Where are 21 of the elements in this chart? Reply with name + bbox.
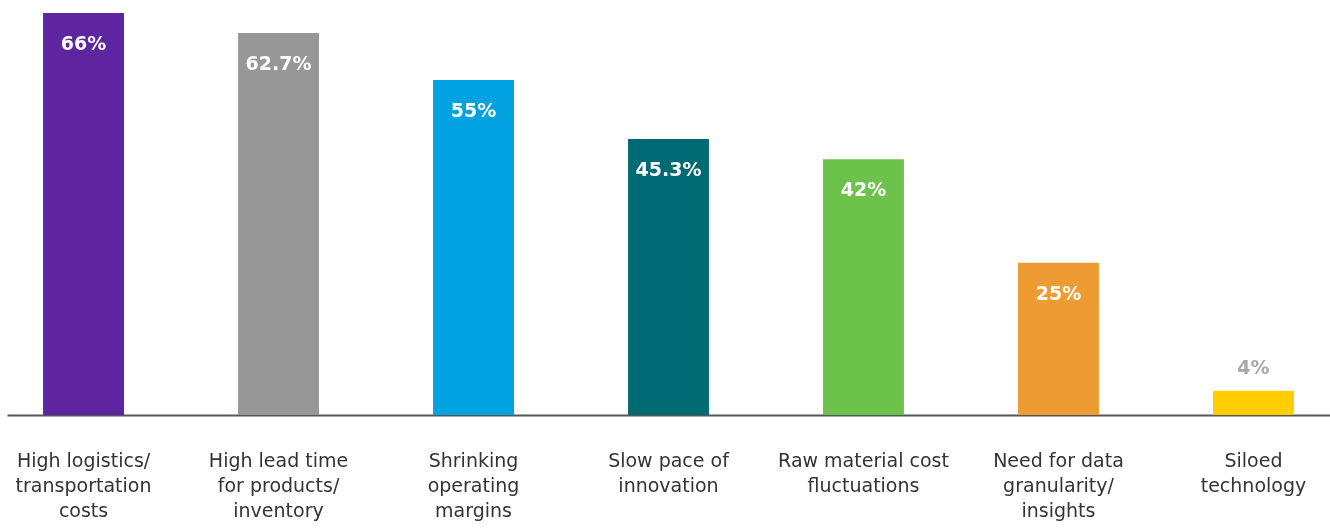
bar — [433, 80, 514, 415]
data-label: 45.3% — [635, 158, 702, 181]
data-label: 66% — [60, 32, 107, 54]
x-tick-label: Raw material cost fluctuations — [778, 448, 949, 496]
x-tick-label: High logistics/ transportation costs — [15, 448, 152, 521]
x-tick-label: High lead time for products/ inventory — [208, 448, 349, 521]
x-tick-label: Need for data granularity/ insights — [993, 448, 1124, 521]
x-tick-label: Slow pace of innovation — [608, 448, 731, 496]
data-label: 25% — [1035, 281, 1082, 304]
bar — [1213, 390, 1294, 415]
bar — [1018, 262, 1099, 415]
bar — [628, 139, 709, 415]
bar — [238, 33, 319, 415]
data-label: 62.7% — [245, 52, 312, 75]
x-tick-label: Siloed technology — [1200, 448, 1307, 496]
data-label: 42% — [840, 178, 887, 201]
bar — [43, 13, 124, 415]
x-tick-label: Shrinking operating margins — [427, 448, 520, 521]
bar — [823, 159, 904, 415]
data-label: 55% — [450, 99, 497, 121]
data-label: 4% — [1237, 355, 1270, 378]
